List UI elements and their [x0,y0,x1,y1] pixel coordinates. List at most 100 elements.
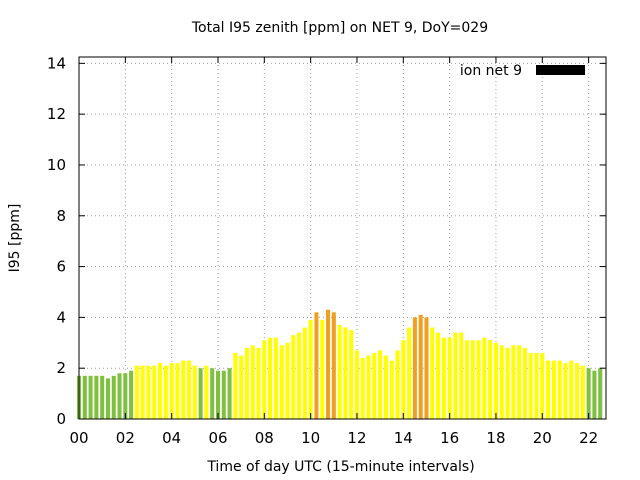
bar [302,327,307,419]
bar [192,365,197,419]
bar [210,368,215,419]
bar [540,352,545,419]
bar [343,327,348,419]
legend-swatch [536,65,585,75]
bar [586,368,591,419]
bar [389,360,394,419]
bar [152,365,157,419]
bar [244,347,249,419]
bar [268,337,273,419]
bar [563,363,568,419]
bar [320,319,325,419]
bar [198,368,203,419]
bar [227,368,232,419]
x-tick-label: 10 [301,429,320,447]
x-tick-label: 22 [579,429,598,447]
bar [430,327,435,419]
x-tick-label: 20 [533,429,552,447]
bar [169,363,174,419]
bar [123,373,128,419]
bar [215,370,221,419]
bar [256,347,261,419]
bar [117,373,122,419]
bar [372,352,377,419]
bar [337,325,342,419]
chart-title: Total I95 zenith [ppm] on NET 9, DoY=029 [191,20,488,36]
bar [308,319,313,419]
bar [505,347,510,419]
x-tick-label: 16 [440,429,459,447]
bar [175,363,180,419]
bar [285,342,290,419]
bar [493,342,498,419]
x-tick-label: 06 [208,429,227,447]
bar [383,355,388,419]
bar [592,370,597,419]
bar [534,352,539,419]
bar [424,317,429,419]
bar [401,340,406,419]
y-tick-label: 8 [56,207,66,225]
bar [407,327,412,419]
x-tick-label: 00 [69,429,88,447]
x-axis-label: Time of day UTC (15-minute intervals) [206,459,474,475]
bar [580,365,585,419]
grid [79,57,606,419]
legend: ion net 9 [460,63,585,79]
bar [129,370,134,419]
bar [598,368,603,419]
bar [366,355,371,419]
x-tick-label: 12 [347,429,366,447]
y-tick-label: 14 [47,54,66,72]
bar [575,363,580,419]
x-tick-labels: 00 02 04 06 08 10 12 14 16 18 20 22 [69,429,598,447]
bar [551,360,556,419]
bar [158,363,163,419]
y-tick-label: 6 [56,258,66,276]
bar [204,365,209,419]
bar [279,345,284,419]
bar [349,330,354,419]
x-tick-label: 14 [394,429,413,447]
bar [111,375,116,419]
y-tick-label: 0 [56,410,66,428]
bar [134,365,139,419]
bar [470,340,475,419]
bar [250,345,255,419]
bar [453,332,458,419]
y-tick-label: 2 [56,359,66,377]
bar [395,350,400,419]
bar [412,317,417,419]
bar [522,347,527,419]
bar [488,340,493,419]
bar [418,314,423,419]
bar [546,360,551,419]
x-tick-label: 02 [116,429,135,447]
bar [378,350,383,419]
y-tick-labels: 0 2 4 6 8 10 12 14 [47,54,66,428]
bar [221,370,226,419]
legend-label: ion net 9 [460,63,522,79]
bar [360,358,365,419]
y-tick-label: 4 [56,308,66,326]
bar [482,337,487,419]
bar [146,365,151,419]
bar [557,360,562,419]
bar [273,337,278,419]
x-tick-label: 08 [255,429,274,447]
x-tick-label: 04 [162,429,181,447]
bar [441,337,446,419]
y-tick-label: 12 [47,105,66,123]
bar [262,340,267,419]
bar [291,335,296,419]
bar [331,312,336,419]
bar [569,360,574,419]
bar [88,375,93,419]
bar [354,350,360,419]
bar [314,312,319,419]
bar [499,345,504,419]
bar [325,309,331,419]
bar [239,355,244,419]
bar [436,332,441,419]
